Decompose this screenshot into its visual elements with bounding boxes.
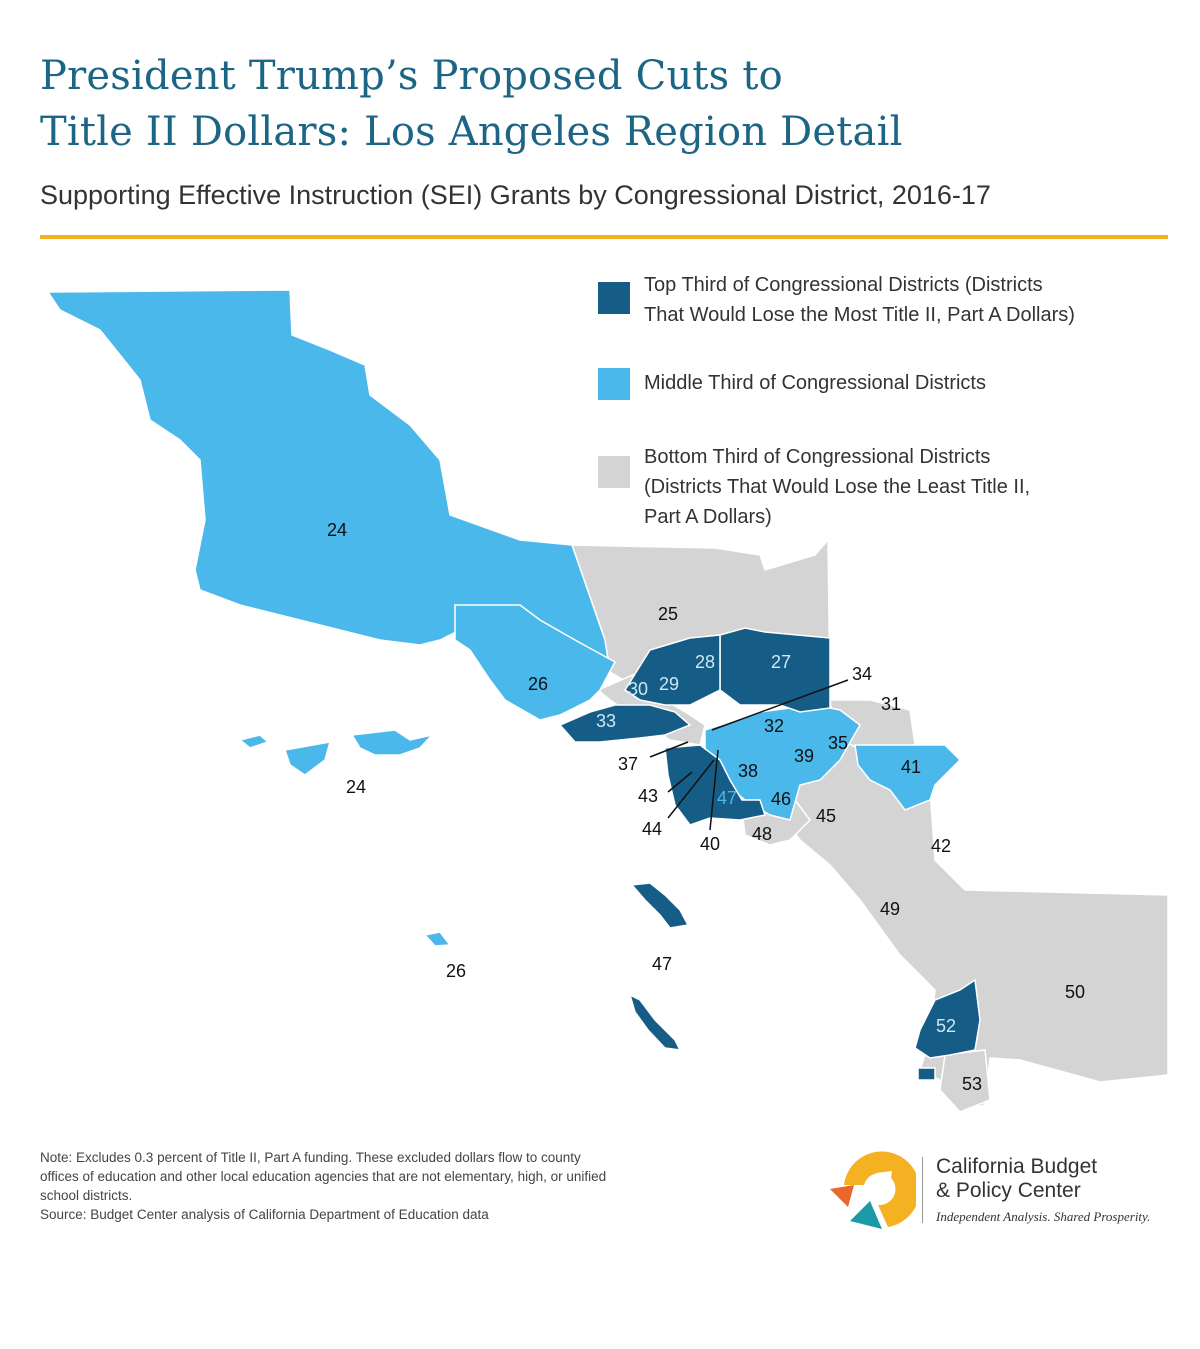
label-32: 32 bbox=[764, 716, 784, 736]
leader-line-37 bbox=[649, 741, 689, 758]
label-24-island: 24 bbox=[346, 777, 366, 797]
island-24-c bbox=[350, 729, 435, 756]
label-24-main: 24 bbox=[327, 520, 347, 540]
label-27: 27 bbox=[771, 652, 791, 672]
cbpc-logo: California Budget & Policy Center Indepe… bbox=[826, 1145, 1166, 1235]
label-29: 29 bbox=[659, 674, 679, 694]
logo-name: California Budget & Policy Center bbox=[936, 1155, 1097, 1203]
page-title: President Trump’s Proposed Cuts to Title… bbox=[40, 48, 903, 160]
title-line-1: President Trump’s Proposed Cuts to bbox=[40, 53, 783, 99]
label-47-island: 47 bbox=[652, 954, 672, 974]
district-map: 24 24 25 26 26 27 28 29 30 31 32 33 34 3… bbox=[46, 289, 1169, 1113]
label-53: 53 bbox=[962, 1074, 982, 1094]
district-27-shape bbox=[719, 627, 831, 713]
district-33-shape bbox=[558, 704, 692, 743]
island-47-b bbox=[628, 993, 682, 1051]
label-37: 37 bbox=[618, 754, 638, 774]
accent-rule bbox=[40, 235, 1168, 239]
leader-line-34 bbox=[711, 679, 849, 731]
label-40: 40 bbox=[700, 834, 720, 854]
legend-swatch-middle-third bbox=[598, 368, 630, 400]
label-26-island: 26 bbox=[446, 961, 466, 981]
district-labels: 24 24 25 26 26 27 28 29 30 31 32 33 34 3… bbox=[327, 520, 1085, 1094]
legend-label-bottom-third: Bottom Third of Congressional Districts … bbox=[644, 442, 1084, 532]
label-34: 34 bbox=[852, 664, 872, 684]
label-38: 38 bbox=[738, 761, 758, 781]
legend-top-line-2: That Would Lose the Most Title II, Part … bbox=[644, 304, 1075, 326]
island-24-b bbox=[284, 741, 332, 776]
legend-swatch-bottom-third bbox=[598, 456, 630, 488]
island-24-a bbox=[238, 734, 270, 749]
legend-label-middle-third: Middle Third of Congressional Districts bbox=[644, 368, 1084, 398]
logo-divider bbox=[922, 1157, 923, 1223]
legend-bottom-line-1: Bottom Third of Congressional Districts bbox=[644, 446, 991, 468]
label-52: 52 bbox=[936, 1016, 956, 1036]
label-44: 44 bbox=[642, 819, 662, 839]
label-47-main: 47 bbox=[717, 788, 737, 808]
title-line-2: Title II Dollars: Los Angeles Region Det… bbox=[40, 109, 903, 155]
island-47-a bbox=[630, 882, 690, 929]
label-25: 25 bbox=[658, 604, 678, 624]
legend-bottom-line-2: (Districts That Would Lose the Least Tit… bbox=[644, 476, 1031, 498]
legend-swatch-top-third bbox=[598, 282, 630, 314]
label-41: 41 bbox=[901, 757, 921, 777]
cbpc-logo-mark-icon bbox=[830, 1151, 916, 1229]
label-49: 49 bbox=[880, 899, 900, 919]
district-26-shape bbox=[454, 604, 617, 721]
leader-line-43 bbox=[667, 771, 693, 793]
island-26 bbox=[423, 931, 452, 947]
source-line: Source: Budget Center analysis of Califo… bbox=[40, 1207, 489, 1222]
logo-tagline: Independent Analysis. Shared Prosperity. bbox=[936, 1209, 1151, 1224]
district-28-29-30-shape bbox=[623, 634, 721, 706]
label-42: 42 bbox=[931, 836, 951, 856]
label-28: 28 bbox=[695, 652, 715, 672]
logo-name-line-1: California Budget bbox=[936, 1155, 1098, 1178]
label-45: 45 bbox=[816, 806, 836, 826]
label-46: 46 bbox=[771, 789, 791, 809]
note-line-1: Note: Excludes 0.3 percent of Title II, … bbox=[40, 1150, 581, 1165]
label-33: 33 bbox=[596, 711, 616, 731]
legend-middle-line-1: Middle Third of Congressional Districts bbox=[644, 372, 986, 394]
logo-name-line-2: & Policy Center bbox=[936, 1179, 1081, 1202]
district-52-small-shape bbox=[917, 1067, 936, 1081]
legend-bottom-line-3: Part A Dollars) bbox=[644, 506, 772, 528]
district-41-shape bbox=[854, 744, 962, 811]
legend-top-line-1: Top Third of Congressional Districts (Di… bbox=[644, 274, 1043, 296]
leader-line-40 bbox=[709, 749, 719, 831]
label-43: 43 bbox=[638, 786, 658, 806]
leader-line-44 bbox=[667, 759, 715, 819]
leader-lines bbox=[649, 679, 849, 831]
district-53-shape bbox=[939, 1049, 991, 1113]
label-48: 48 bbox=[752, 824, 772, 844]
label-31: 31 bbox=[881, 694, 901, 714]
footnote: Note: Excludes 0.3 percent of Title II, … bbox=[40, 1148, 640, 1224]
note-line-3: school districts. bbox=[40, 1188, 133, 1203]
label-30: 30 bbox=[628, 679, 648, 699]
page-subtitle: Supporting Effective Instruction (SEI) G… bbox=[40, 180, 991, 210]
district-52-shape bbox=[914, 978, 981, 1059]
note-line-2: offices of education and other local edu… bbox=[40, 1169, 607, 1184]
label-39: 39 bbox=[794, 746, 814, 766]
label-50: 50 bbox=[1065, 982, 1085, 1002]
label-35: 35 bbox=[828, 733, 848, 753]
middle-third-region bbox=[46, 289, 962, 947]
label-26-main: 26 bbox=[528, 674, 548, 694]
legend-label-top-third: Top Third of Congressional Districts (Di… bbox=[644, 270, 1084, 330]
